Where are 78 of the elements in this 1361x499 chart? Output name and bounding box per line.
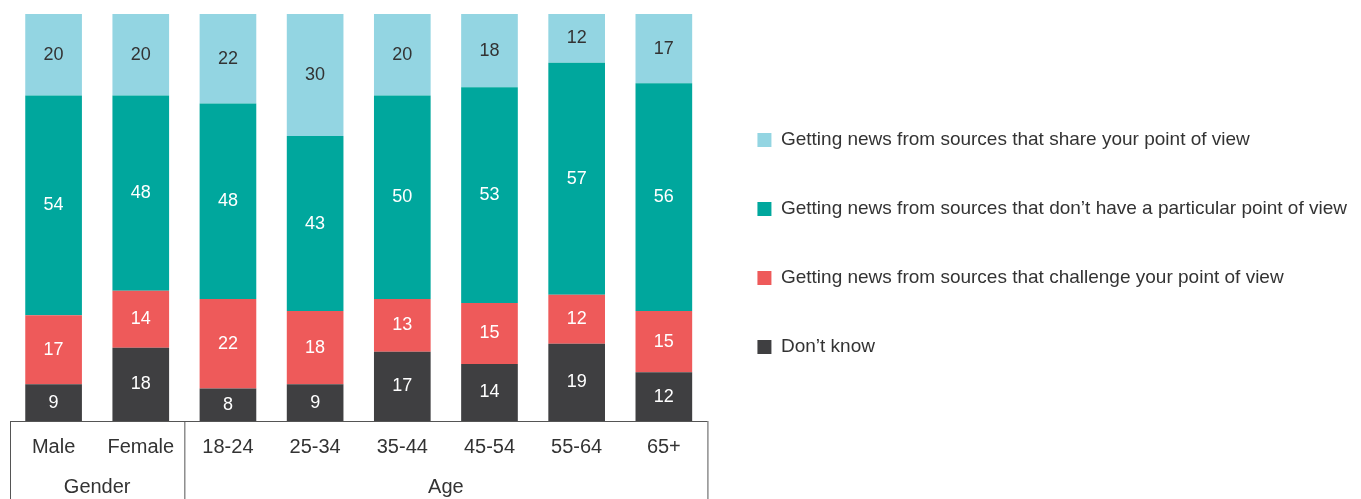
bar [112, 95, 170, 291]
bar [373, 298, 431, 352]
bar [25, 95, 82, 316]
bar [461, 302, 518, 365]
bar [461, 87, 518, 303]
data-label: 56 [653, 186, 674, 207]
bar [199, 298, 257, 389]
bar [199, 14, 257, 104]
data-label: 53 [479, 184, 500, 205]
bar [373, 95, 431, 299]
data-label: 18 [130, 373, 151, 394]
legend-label: Getting news from sources that challenge your point of view [780, 266, 1284, 288]
bar [373, 14, 431, 96]
bar [112, 347, 170, 421]
data-label: 19 [566, 371, 587, 392]
bar [635, 83, 693, 312]
x-tick-label: 55-64 [551, 434, 603, 457]
data-label: 22 [217, 332, 238, 353]
data-label: 13 [392, 314, 413, 335]
data-label: 20 [130, 43, 151, 64]
bar [112, 290, 170, 348]
bar [286, 136, 344, 312]
bar [25, 14, 82, 96]
x-tick-label: 25-34 [289, 434, 341, 457]
text: Gender [63, 474, 131, 497]
data-label: 17 [653, 37, 674, 58]
data-label: 18 [305, 336, 326, 357]
legend-label: Getting news from sources that don’t have a particular point of view [780, 197, 1348, 219]
data-label: 8 [222, 393, 233, 414]
bar [461, 364, 518, 421]
data-label: 15 [479, 322, 500, 343]
bar [286, 14, 344, 137]
data-label: 12 [566, 27, 587, 48]
data-label: 50 [392, 186, 413, 207]
data-label: 9 [310, 391, 321, 412]
bar [548, 14, 605, 63]
data-label: 57 [566, 167, 587, 188]
data-label: 43 [305, 212, 326, 233]
x-tick-label: Male [31, 434, 76, 457]
bar [635, 372, 693, 421]
bar [635, 14, 693, 84]
data-label: 20 [392, 43, 413, 64]
data-label: 17 [392, 375, 413, 396]
legend-label: Don’t know [780, 335, 876, 357]
data-label: 18 [479, 39, 500, 60]
data-label: 54 [43, 194, 64, 215]
data-label: 17 [43, 338, 64, 359]
x-tick-label: 65+ [646, 434, 681, 457]
bar [286, 384, 344, 421]
data-label: 12 [653, 385, 674, 406]
data-label: 22 [217, 47, 238, 68]
data-label: 15 [653, 330, 674, 351]
bar [548, 294, 605, 344]
bar [461, 14, 518, 88]
bar [548, 343, 605, 421]
bar [25, 315, 82, 385]
x-tick-label: 45-54 [463, 434, 516, 457]
bar [635, 311, 693, 373]
data-label: 48 [217, 190, 238, 211]
bar [286, 311, 344, 385]
bar [25, 384, 82, 421]
bar [548, 62, 605, 295]
text: Age [428, 474, 464, 497]
data-label: 9 [48, 391, 59, 412]
x-tick-label: Female [107, 434, 175, 457]
data-label: 48 [130, 182, 151, 203]
data-label: 14 [130, 308, 151, 329]
x-tick-label: 18-24 [202, 434, 254, 457]
data-label: 14 [479, 381, 500, 402]
x-tick-label: 35-44 [376, 434, 428, 457]
data-label: 30 [305, 64, 326, 85]
bar [112, 14, 170, 96]
data-label: 20 [43, 43, 64, 64]
bar [373, 351, 431, 421]
bar [199, 388, 257, 421]
legend-label: Getting news from sources that share your point of view [780, 128, 1251, 150]
data-label: 12 [566, 308, 587, 329]
bar [199, 103, 257, 299]
